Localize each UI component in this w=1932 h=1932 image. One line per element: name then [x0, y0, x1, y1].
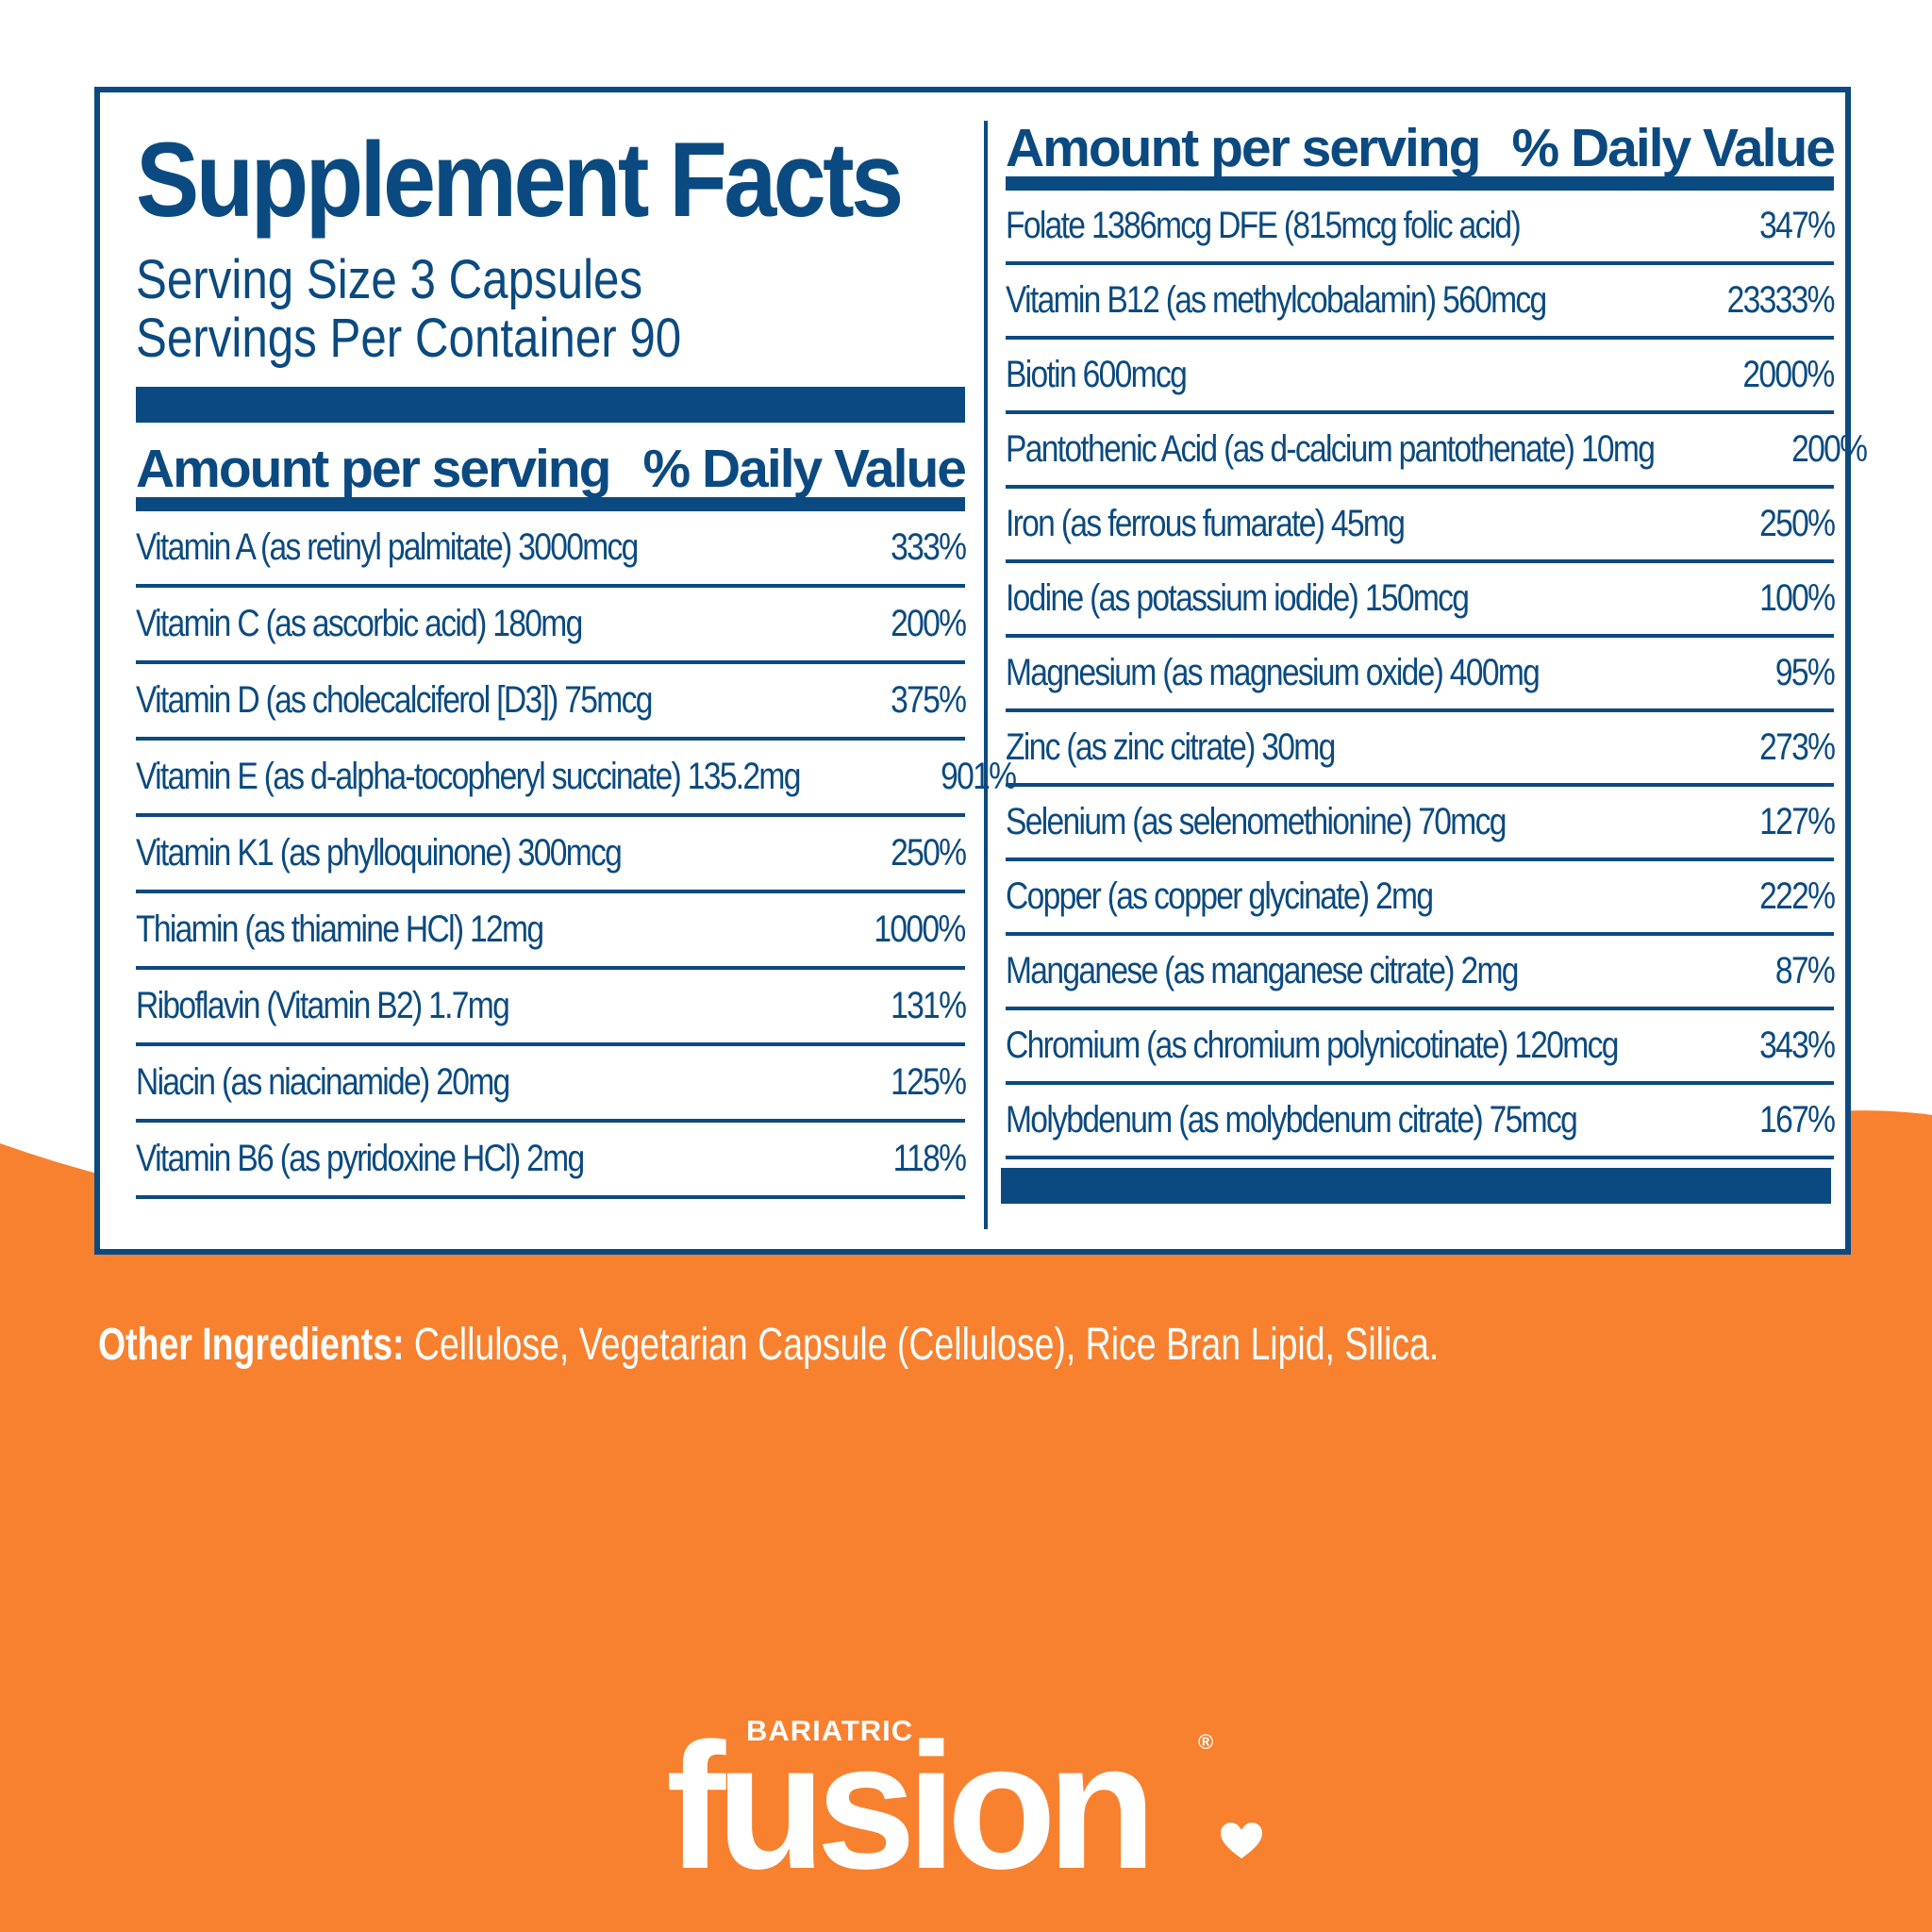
- daily-value-percent: 118%: [892, 1138, 966, 1179]
- left-nutrient-table: Amount per serving % Daily Value Vitamin…: [136, 439, 1017, 1199]
- other-ingredients: Other Ingredients: Cellulose, Vegetarian…: [98, 1319, 1439, 1371]
- nutrient-name: Vitamin K1 (as phylloquinone) 300mcg: [136, 832, 623, 874]
- daily-value-percent: 87%: [1774, 950, 1836, 991]
- daily-value-percent: 1000%: [874, 908, 967, 950]
- heart-icon: [1221, 1823, 1262, 1858]
- nutrient-row: Folate 1386mcg DFE (815mcg folic acid) 34…: [1006, 191, 1836, 265]
- serving-size: Serving Size 3 Capsules: [136, 249, 643, 310]
- daily-value-percent: 901%: [940, 756, 1017, 797]
- right-rows: Folate 1386mcg DFE (815mcg folic acid) 34…: [1006, 191, 1868, 1159]
- nutrient-name: Iodine (as potassium iodide) 150mcg: [1006, 577, 1470, 619]
- daily-value-percent: 343%: [1758, 1024, 1836, 1066]
- daily-value-percent: 273%: [1758, 726, 1836, 768]
- nutrient-name: Magnesium (as magnesium oxide) 400mg: [1006, 652, 1541, 693]
- right-table-header: Amount per serving % Daily Value: [1006, 118, 1836, 191]
- other-ingredients-text: Cellulose, Vegetarian Capsule (Cellulose…: [413, 1320, 1440, 1370]
- nutrient-name: Chromium (as chromium polynicotinate) 12…: [1006, 1024, 1619, 1066]
- nutrient-name: Thiamin (as thiamine HCl) 12mg: [136, 908, 544, 950]
- nutrient-name: Vitamin A (as retinyl palmitate) 3000mcg: [136, 526, 639, 568]
- daily-value-percent: 23333%: [1726, 279, 1836, 321]
- nutrient-row: Pantothenic Acid (as d-calcium pantothen…: [1006, 414, 1868, 489]
- daily-value-percent: 250%: [1758, 503, 1836, 544]
- brand-logo: BARIATRIC fusion ®: [660, 1698, 1274, 1896]
- daily-value-percent: 347%: [1758, 205, 1836, 246]
- nutrient-name: Molybdenum (as molybdenum citrate) 75mcg: [1006, 1099, 1578, 1141]
- nutrient-name: Vitamin D (as cholecalciferol [D3]) 75mc…: [136, 679, 653, 721]
- nutrient-row: Vitamin D (as cholecalciferol [D3]) 75mc…: [136, 664, 967, 741]
- nutrient-name: Vitamin B6 (as pyridoxine HCl) 2mg: [136, 1138, 585, 1179]
- servings-per-container: Servings Per Container 90: [136, 308, 682, 369]
- nutrient-row: Chromium (as chromium polynicotinate) 12…: [1006, 1010, 1836, 1085]
- right-bottom-bar: [1001, 1168, 1831, 1204]
- daily-value-percent: 167%: [1758, 1099, 1836, 1141]
- nutrient-row: Biotin 600mcg 2000%: [1006, 340, 1836, 414]
- nutrient-row: Vitamin A (as retinyl palmitate) 3000mcg…: [136, 511, 967, 588]
- nutrient-name: Riboflavin (Vitamin B2) 1.7mg: [136, 985, 510, 1026]
- daily-value-percent: 375%: [890, 679, 967, 721]
- orange-wave-shape: [0, 1110, 1932, 1932]
- nutrient-row: Zinc (as zinc citrate) 30mg 273%: [1006, 712, 1836, 787]
- nutrient-name: Vitamin C (as ascorbic acid) 180mg: [136, 603, 583, 644]
- daily-value-percent: 131%: [890, 985, 967, 1026]
- nutrient-row: Magnesium (as magnesium oxide) 400mg 95%: [1006, 638, 1836, 712]
- nutrient-name: Iron (as ferrous fumarate) 45mg: [1006, 503, 1406, 544]
- daily-value-percent: 222%: [1758, 875, 1836, 917]
- nutrient-name: Biotin 600mcg: [1006, 354, 1188, 395]
- amount-per-serving-heading: Amount per serving: [136, 439, 611, 499]
- left-table-header: Amount per serving % Daily Value: [136, 439, 967, 511]
- nutrient-name: Niacin (as niacinamide) 20mg: [136, 1061, 510, 1103]
- nutrient-row: Vitamin K1 (as phylloquinone) 300mcg 250%: [136, 817, 967, 893]
- nutrient-name: Manganese (as manganese citrate) 2mg: [1006, 950, 1519, 991]
- daily-value-percent: 127%: [1758, 801, 1836, 842]
- nutrient-row: Iodine (as potassium iodide) 150mcg 100%: [1006, 563, 1836, 638]
- left-divider-bar: [136, 387, 965, 423]
- nutrient-name: Selenium (as selenomethionine) 70mcg: [1006, 801, 1507, 842]
- nutrient-name: Copper (as copper glycinate) 2mg: [1006, 875, 1434, 917]
- daily-value-heading: % Daily Value: [642, 439, 967, 499]
- nutrient-name: Folate 1386mcg DFE (815mcg folic acid): [1006, 205, 1522, 246]
- daily-value-percent: 200%: [1791, 428, 1868, 470]
- nutrient-row: Copper (as copper glycinate) 2mg 222%: [1006, 861, 1836, 936]
- nutrient-row: Vitamin B6 (as pyridoxine HCl) 2mg 118%: [136, 1123, 967, 1199]
- nutrient-name: Vitamin B12 (as methylcobalamin) 560mcg: [1006, 279, 1547, 321]
- nutrient-row: Niacin (as niacinamide) 20mg 125%: [136, 1046, 967, 1123]
- right-nutrient-table: Amount per serving % Daily Value Folate …: [1006, 118, 1868, 1159]
- daily-value-percent: 333%: [890, 526, 967, 568]
- daily-value-percent: 95%: [1774, 652, 1836, 693]
- supplement-facts-panel: Supplement Facts Serving Size 3 Capsules…: [94, 87, 1868, 1255]
- logo-wordmark: fusion: [666, 1707, 1157, 1907]
- nutrient-row: Molybdenum (as molybdenum citrate) 75mcg…: [1006, 1085, 1836, 1159]
- other-ingredients-label: Other Ingredients:: [98, 1320, 405, 1370]
- nutrient-row: Vitamin C (as ascorbic acid) 180mg 200%: [136, 588, 967, 664]
- left-rows: Vitamin A (as retinyl palmitate) 3000mcg…: [136, 511, 1017, 1199]
- daily-value-percent: 125%: [890, 1061, 967, 1103]
- daily-value-heading: % Daily Value: [1511, 118, 1836, 178]
- nutrient-row: Iron (as ferrous fumarate) 45mg 250%: [1006, 489, 1836, 563]
- daily-value-percent: 250%: [890, 832, 967, 874]
- panel-title: Supplement Facts: [136, 121, 904, 239]
- daily-value-percent: 200%: [890, 603, 967, 644]
- nutrient-row: Thiamin (as thiamine HCl) 12mg 1000%: [136, 893, 967, 970]
- amount-per-serving-heading: Amount per serving: [1006, 118, 1481, 178]
- column-divider: [984, 121, 988, 1229]
- nutrient-row: Manganese (as manganese citrate) 2mg 87%: [1006, 936, 1836, 1010]
- nutrient-name: Vitamin E (as d-alpha-tocopheryl succina…: [136, 756, 801, 797]
- daily-value-percent: 2000%: [1742, 354, 1836, 395]
- daily-value-percent: 100%: [1758, 577, 1836, 619]
- logo-small-text: BARIATRIC: [746, 1714, 914, 1747]
- registered-mark: ®: [1198, 1730, 1214, 1754]
- nutrient-row: Vitamin B12 (as methylcobalamin) 560mcg 2…: [1006, 265, 1836, 340]
- nutrient-name: Pantothenic Acid (as d-calcium pantothen…: [1006, 428, 1656, 470]
- nutrient-row: Vitamin E (as d-alpha-tocopheryl succina…: [136, 741, 1017, 817]
- nutrient-row: Selenium (as selenomethionine) 70mcg 127%: [1006, 787, 1836, 861]
- nutrient-row: Riboflavin (Vitamin B2) 1.7mg 131%: [136, 970, 967, 1046]
- nutrient-name: Zinc (as zinc citrate) 30mg: [1006, 726, 1336, 768]
